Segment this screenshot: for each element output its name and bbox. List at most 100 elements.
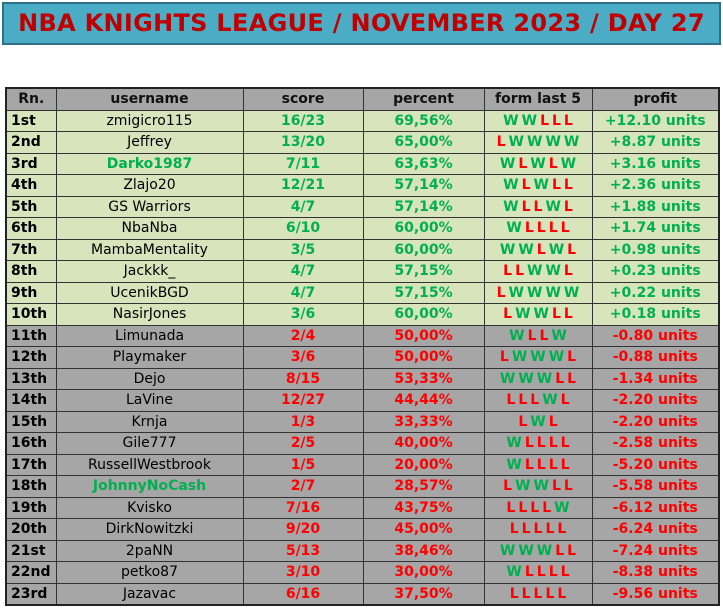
form-result: L	[548, 435, 558, 452]
percent: 38,46%	[362, 539, 485, 562]
form-result: L	[509, 585, 519, 602]
username: zmigicro115	[55, 109, 244, 132]
score: 4/7	[242, 260, 364, 283]
standing-row: 13th Dejo 8/15 53,33% W W W L L -1.34 units	[5, 367, 720, 390]
form-result: W	[521, 112, 538, 129]
form-result: L	[524, 435, 534, 452]
form-result: L	[503, 478, 513, 495]
rank: 17th	[5, 453, 57, 476]
form-result: L	[496, 134, 506, 151]
form-result: L	[518, 413, 528, 430]
form-result: L	[518, 392, 528, 409]
profit: +1.88 units	[591, 195, 720, 218]
score: 3/5	[242, 238, 364, 261]
percent: 50,00%	[362, 346, 485, 369]
username: Jeffrey	[55, 131, 244, 154]
form-result: L	[560, 456, 570, 473]
column-header: username	[55, 87, 244, 111]
form-result: L	[567, 349, 577, 366]
rank: 2nd	[5, 131, 57, 154]
percent: 60,00%	[362, 238, 485, 261]
rank: 18th	[5, 475, 57, 498]
score: 3/6	[242, 303, 364, 326]
form-result: L	[542, 499, 552, 516]
form-result: L	[551, 478, 561, 495]
profit: +0.98 units	[591, 238, 720, 261]
form-result: L	[530, 499, 540, 516]
form-result: W	[508, 284, 524, 301]
form-result: L	[521, 521, 531, 538]
score: 8/15	[242, 367, 364, 390]
form-result: L	[524, 564, 534, 581]
score: 12/21	[242, 174, 364, 197]
form-result: W	[530, 349, 546, 366]
column-header: form last 5	[483, 87, 593, 111]
form-result: L	[560, 392, 570, 409]
standing-row: 22nd petko87 3/10 30,00% W L L L L -8.38 units	[5, 561, 720, 584]
form-result: W	[563, 284, 580, 301]
standing-row: 8th Jackkk_ 4/7 57,15% L L W W L +0.23 units	[5, 260, 720, 283]
form-result: L	[548, 456, 558, 473]
form-result: L	[563, 112, 573, 129]
form-result: W	[499, 241, 516, 258]
form-result: W	[545, 263, 561, 280]
form-result: L	[548, 155, 558, 172]
profit: -6.12 units	[591, 496, 720, 519]
form-result: W	[527, 263, 543, 280]
title-banner: NBA KNIGHTS LEAGUE / NOVEMBER 2023 / DAY…	[2, 2, 721, 45]
username: Darko1987	[55, 152, 244, 175]
form-result: L	[557, 521, 567, 538]
form-result: W	[536, 542, 553, 559]
percent: 65,00%	[362, 131, 485, 154]
username: Dejo	[55, 367, 244, 390]
standings-table: Rn. username score percent form last 5 profit…	[5, 87, 720, 606]
form-result: L	[533, 198, 543, 215]
form-result: L	[567, 241, 577, 258]
form-result: W	[518, 542, 534, 559]
form-result: L	[506, 499, 516, 516]
form-result: L	[555, 542, 565, 559]
percent: 63,63%	[362, 152, 485, 175]
username: Limunada	[55, 324, 244, 347]
username: NbaNba	[55, 217, 244, 240]
form-result: W	[548, 349, 565, 366]
standing-row: 6th NbaNba 6/10 60,00% W L L L L +1.74 units	[5, 217, 720, 240]
percent: 30,00%	[362, 561, 485, 584]
form-result: L	[499, 349, 509, 366]
standing-row: 12th Playmaker 3/6 50,00% L W W W L -0.88 units	[5, 346, 720, 369]
score: 5/13	[242, 539, 364, 562]
form-result: L	[506, 392, 516, 409]
form-result: W	[545, 134, 561, 151]
rank: 22nd	[5, 561, 57, 584]
standing-row: 23rd Jazavac 6/16 37,50% L L L L L -9.56 units	[5, 582, 720, 606]
percent: 53,33%	[362, 367, 485, 390]
profit: -5.20 units	[591, 453, 720, 476]
percent: 33,33%	[362, 410, 485, 433]
form-result: L	[518, 155, 528, 172]
form-result: W	[515, 478, 531, 495]
score: 4/7	[242, 281, 364, 304]
form-result: W	[527, 134, 543, 151]
profit: -0.80 units	[591, 324, 720, 347]
standing-row: 16th Gile777 2/5 40,00% W L L L L -2.58 units	[5, 432, 720, 455]
profit: -1.34 units	[591, 367, 720, 390]
profit: +0.18 units	[591, 303, 720, 326]
profit: +2.36 units	[591, 174, 720, 197]
form-result: W	[503, 198, 519, 215]
form-result: L	[503, 306, 513, 323]
form-result: W	[548, 241, 565, 258]
form-result: W	[518, 370, 534, 387]
percent: 57,14%	[362, 174, 485, 197]
score: 12/27	[242, 389, 364, 412]
form-result: W	[542, 392, 558, 409]
standing-row: 11th Limunada 2/4 50,00% W L L W -0.80 units	[5, 324, 720, 347]
form-result: L	[518, 499, 528, 516]
username: NasirJones	[55, 303, 244, 326]
form-result: L	[527, 327, 537, 344]
form-result: W	[509, 327, 525, 344]
username: MambaMentality	[55, 238, 244, 261]
standing-row: 2nd Jeffrey 13/20 65,00% L W W W W +8.87 units	[5, 131, 720, 154]
